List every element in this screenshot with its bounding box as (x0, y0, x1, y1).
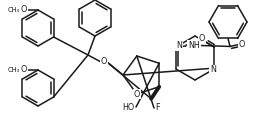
Text: O: O (21, 5, 27, 14)
Text: O: O (101, 57, 107, 66)
Text: NH: NH (188, 41, 200, 49)
Text: NH: NH (188, 41, 200, 49)
Text: O: O (101, 57, 107, 66)
Text: CH₃: CH₃ (8, 7, 20, 13)
Text: O: O (134, 90, 140, 99)
Text: O: O (239, 40, 245, 49)
Text: F: F (156, 103, 160, 113)
Text: HO: HO (122, 103, 134, 111)
Text: N: N (176, 41, 182, 51)
Text: O: O (134, 90, 140, 99)
Text: HO: HO (122, 103, 134, 111)
Text: O: O (21, 65, 27, 74)
Text: N: N (176, 41, 182, 51)
Text: CH₃: CH₃ (8, 7, 20, 13)
Text: CH₃: CH₃ (8, 67, 20, 73)
Text: N: N (210, 65, 216, 74)
Text: O: O (21, 65, 27, 74)
Text: O: O (21, 5, 27, 14)
Text: O: O (199, 34, 205, 43)
Text: O: O (199, 34, 205, 43)
Text: N: N (210, 65, 216, 74)
Text: F: F (156, 103, 160, 113)
Text: CH₃: CH₃ (8, 67, 20, 73)
Text: O: O (239, 40, 245, 49)
